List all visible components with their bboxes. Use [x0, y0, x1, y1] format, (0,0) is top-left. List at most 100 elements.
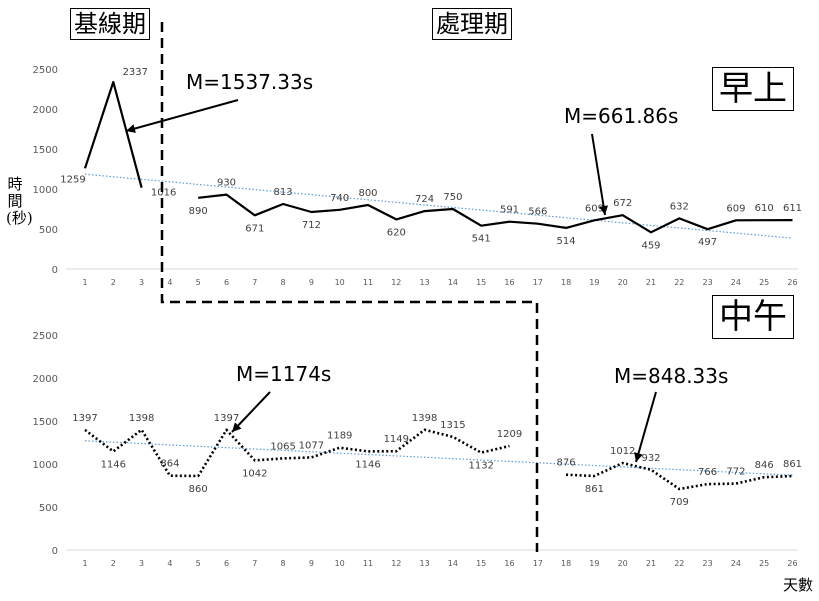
morning-data-label: 671	[245, 223, 264, 234]
noon-data-label: 1065	[270, 441, 295, 452]
morning-x-tick-label: 3	[139, 278, 144, 287]
noon-x-tick-label: 3	[139, 559, 144, 568]
morning-data-label: 1016	[151, 188, 176, 199]
morning-data-label: 609	[585, 203, 604, 214]
morning-series-line-2	[198, 193, 793, 234]
noon-data-label: 1146	[101, 459, 126, 470]
noon-data-label: 1209	[497, 429, 522, 440]
noon-x-tick-label: 6	[224, 559, 229, 568]
morning-data-label: 813	[274, 187, 293, 198]
morning-x-tick-label: 18	[561, 278, 571, 287]
noon-x-tick-label: 5	[196, 559, 201, 568]
noon-x-tick-label: 15	[476, 559, 486, 568]
morning-x-tick-label: 26	[787, 278, 797, 287]
noon-y-tick-label: 2500	[33, 331, 58, 342]
noon-data-label: 932	[641, 453, 660, 464]
morning-x-tick-label: 23	[703, 278, 713, 287]
noon-data-label: 1042	[242, 468, 267, 479]
noon-x-tick-label: 1	[82, 559, 87, 568]
noon-x-tick-label: 22	[674, 559, 684, 568]
morning-x-tick-label: 11	[363, 278, 373, 287]
noon-y-tick-label: 500	[39, 503, 58, 514]
morning-treatment-mean-label: M=661.86s	[564, 104, 679, 128]
noon-data-label: 1315	[440, 420, 465, 431]
noon-data-label: 864	[160, 459, 179, 470]
noon-data-label: 846	[755, 460, 774, 471]
morning-data-label: 459	[641, 240, 660, 251]
morning-x-tick-label: 10	[335, 278, 345, 287]
morning-data-label: 566	[528, 207, 547, 218]
morning-data-label: 800	[358, 188, 377, 199]
morning-x-tick-label: 4	[167, 278, 172, 287]
morning-x-tick-label: 8	[281, 278, 286, 287]
noon-x-tick-label: 13	[420, 559, 430, 568]
morning-y-tick-label: 1000	[33, 185, 58, 196]
morning-x-tick-label: 5	[196, 278, 201, 287]
noon-data-label: 861	[783, 459, 802, 470]
noon-baseline-mean-label: M=1174s	[236, 362, 332, 386]
noon-trendline	[84, 440, 793, 476]
noon-x-tick-label: 18	[561, 559, 571, 568]
morning-x-tick-label: 22	[674, 278, 684, 287]
morning-series-line-1	[83, 80, 143, 188]
noon-y-tick-label: 2000	[33, 374, 58, 385]
morning-treatment-mean-arrow-shaft	[591, 133, 606, 216]
morning-baseline-mean-arrow-shaft	[125, 99, 239, 132]
morning-x-tick-label: 6	[224, 278, 229, 287]
morning-y-tick-label: 1500	[33, 145, 58, 156]
noon-data-label: 1012	[610, 446, 635, 457]
morning-data-label: 591	[500, 205, 519, 216]
morning-data-label: 890	[189, 206, 208, 217]
noon-x-tick-label: 4	[167, 559, 172, 568]
morning-x-tick-label: 19	[589, 278, 599, 287]
morning-x-tick-label: 24	[731, 278, 741, 287]
morning-data-label: 497	[698, 237, 717, 248]
noon-x-tick-label: 19	[589, 559, 599, 568]
noon-x-tick-label: 20	[618, 559, 628, 568]
morning-data-label: 724	[415, 194, 434, 205]
noon-x-tick-label: 25	[759, 559, 769, 568]
morning-y-tick-label: 2000	[33, 105, 58, 116]
noon-y-tick-label: 1500	[33, 417, 58, 428]
noon-baseline-mean-arrow-shaft	[231, 391, 271, 433]
morning-x-tick-label: 9	[309, 278, 314, 287]
noon-data-label: 772	[726, 467, 745, 478]
noon-x-tick-label: 24	[731, 559, 741, 568]
morning-x-tick-label: 21	[646, 278, 656, 287]
morning-data-label: 672	[613, 198, 632, 209]
morning-y-tick-label: 500	[39, 225, 58, 236]
noon-y-tick-label: 0	[52, 546, 58, 557]
morning-session-label: 早上	[712, 67, 794, 111]
noon-treatment-mean-arrow-shaft	[635, 391, 657, 463]
morning-x-tick-label: 12	[391, 278, 401, 287]
morning-data-label: 610	[755, 203, 774, 214]
noon-treatment-mean-label: M=848.33s	[614, 364, 729, 388]
morning-x-tick-label: 14	[448, 278, 458, 287]
noon-data-label: 1189	[327, 431, 352, 442]
morning-x-tick-label: 15	[476, 278, 486, 287]
noon-data-label: 861	[585, 484, 604, 495]
morning-data-label: 514	[557, 236, 576, 247]
morning-data-label: 930	[217, 178, 236, 189]
morning-data-label: 740	[330, 193, 349, 204]
noon-x-tick-label: 7	[252, 559, 257, 568]
morning-data-label: 1259	[60, 174, 85, 185]
morning-data-label: 620	[387, 227, 406, 238]
noon-x-tick-label: 21	[646, 559, 656, 568]
morning-data-label: 632	[670, 201, 689, 212]
noon-x-tick-label: 26	[787, 559, 797, 568]
noon-x-tick-label: 11	[363, 559, 373, 568]
phase-change-overlay	[125, 22, 657, 552]
noon-data-label: 1398	[412, 413, 437, 424]
noon-x-tick-label: 12	[391, 559, 401, 568]
noon-x-tick-label: 14	[448, 559, 458, 568]
treatment-phase-label: 處理期	[432, 8, 512, 40]
morning-x-tick-label: 16	[504, 278, 514, 287]
noon-x-tick-label: 8	[281, 559, 286, 568]
noon-series-line-1	[84, 428, 510, 478]
morning-x-tick-label: 2	[111, 278, 116, 287]
noon-x-tick-label: 2	[111, 559, 116, 568]
noon-x-tick-label: 17	[533, 559, 543, 568]
noon-data-label: 1398	[129, 413, 154, 424]
